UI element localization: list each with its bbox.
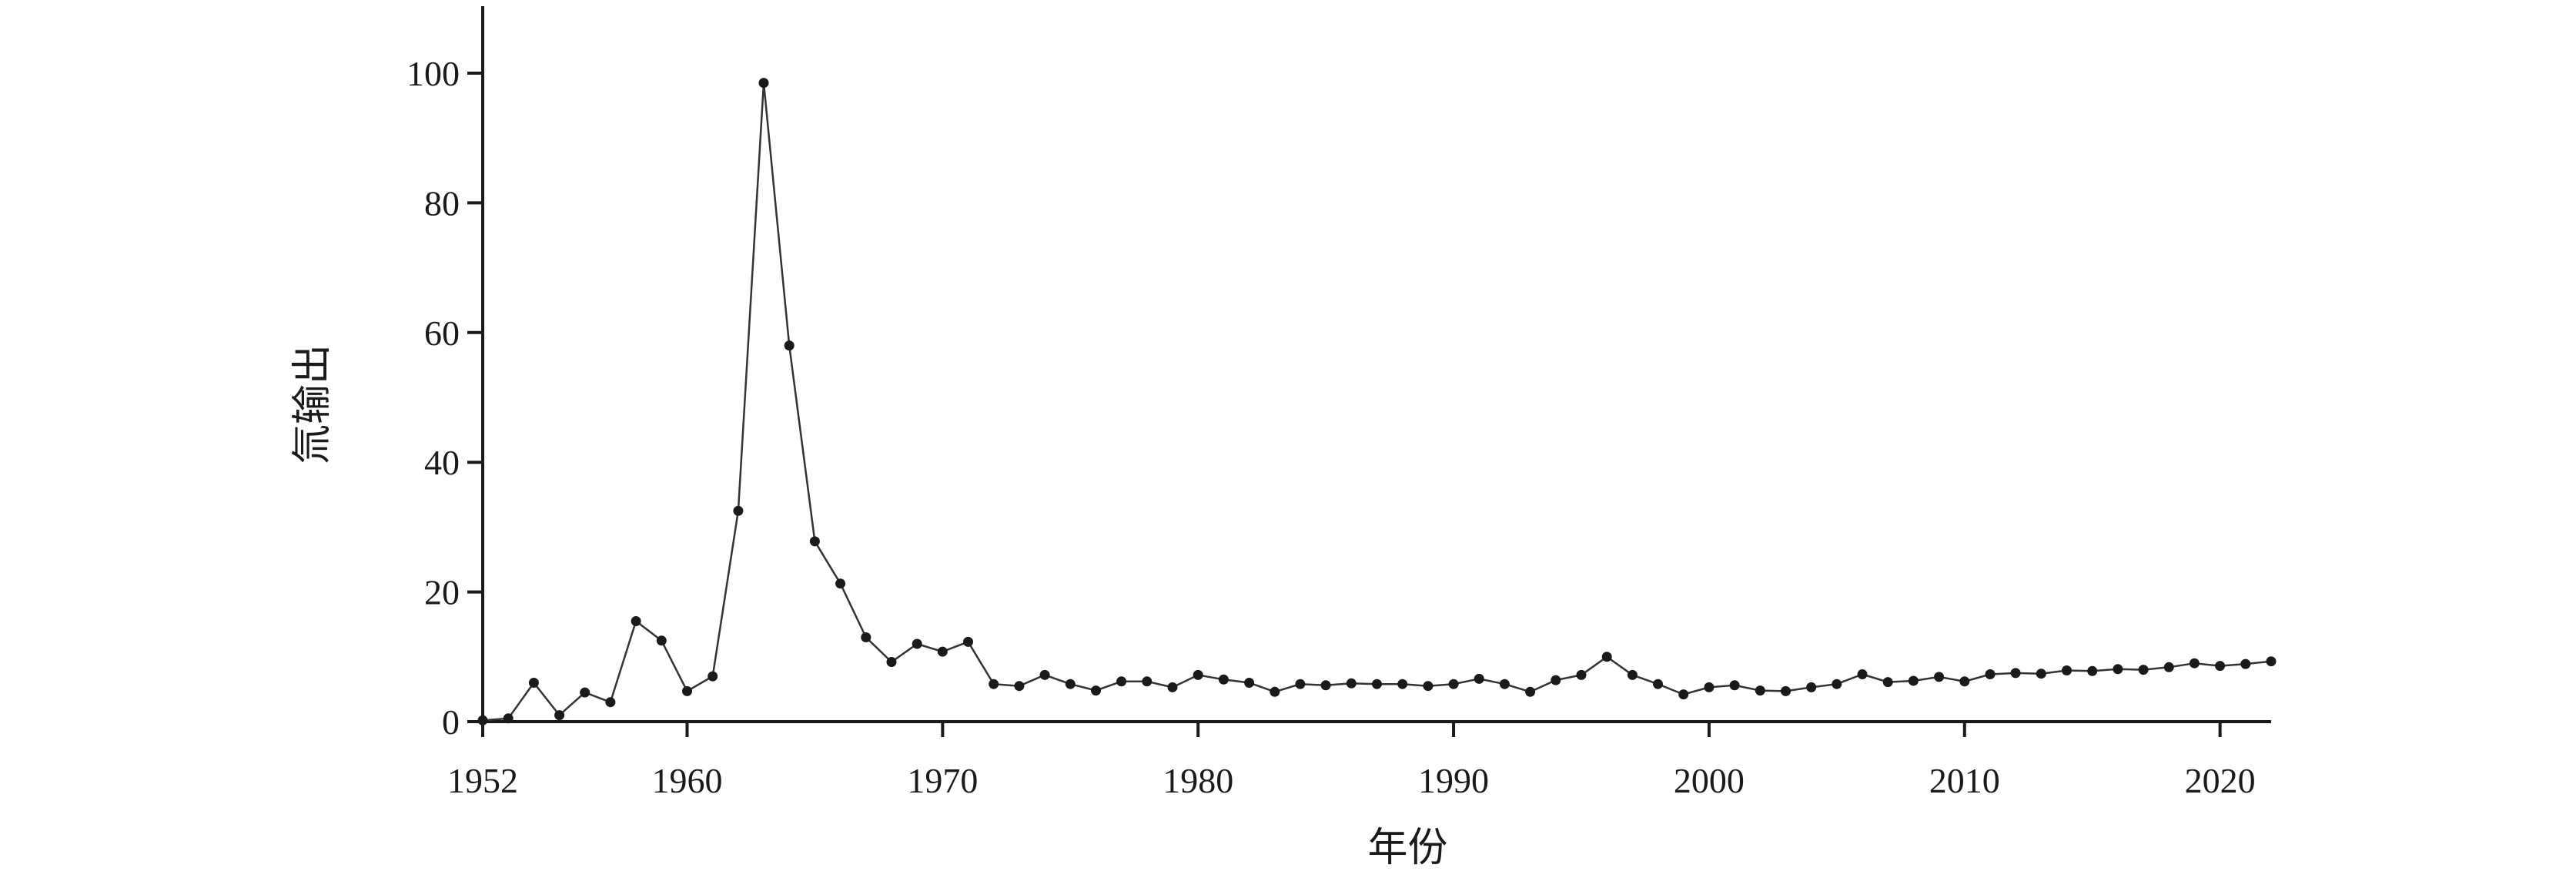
data-point	[1755, 685, 1765, 696]
data-point	[2266, 656, 2277, 667]
data-point	[861, 632, 871, 642]
data-point	[1116, 676, 1127, 687]
data-point	[2163, 662, 2174, 672]
data-point	[1525, 686, 1536, 697]
data-point	[809, 536, 820, 547]
data-point	[1704, 682, 1715, 692]
data-point	[1423, 681, 1434, 692]
data-point	[1857, 669, 1868, 679]
x-tick-label: 1970	[907, 761, 978, 800]
x-tick-label: 2020	[2185, 761, 2256, 800]
data-point	[835, 578, 846, 589]
y-tick-label: 80	[424, 183, 460, 223]
data-point	[1244, 678, 1255, 688]
data-point	[2215, 661, 2226, 672]
data-point	[605, 697, 616, 708]
x-tick-label: 1952	[447, 761, 518, 800]
data-point	[1142, 676, 1153, 687]
data-point	[1372, 679, 1382, 689]
data-point	[2113, 664, 2123, 675]
data-point	[1959, 676, 1970, 687]
data-point	[1448, 679, 1459, 689]
data-point	[528, 678, 539, 688]
y-tick-label: 100	[406, 54, 460, 93]
x-axis-title: 年份	[1367, 825, 1447, 871]
data-point	[912, 638, 922, 649]
y-tick-label: 40	[424, 443, 460, 482]
x-tick-label: 1980	[1163, 761, 1233, 800]
data-point	[2189, 658, 2200, 669]
data-point	[1065, 679, 1076, 689]
data-point	[1551, 675, 1561, 685]
x-tick-label: 1990	[1418, 761, 1489, 800]
data-point	[1218, 674, 1229, 685]
series-layer	[477, 78, 2277, 726]
data-point	[1091, 685, 1101, 696]
data-point	[631, 616, 641, 626]
data-point	[1806, 682, 1817, 692]
data-point	[580, 687, 590, 698]
data-point	[1270, 686, 1280, 697]
data-point	[733, 505, 744, 516]
y-ticks: 0 20 40 60 80 100	[406, 54, 483, 742]
data-point	[963, 636, 973, 647]
data-point	[2240, 658, 2251, 669]
data-point	[1474, 673, 1484, 684]
y-axis-title: 氚输出	[289, 344, 336, 464]
data-point	[1832, 679, 1842, 689]
data-point	[1014, 681, 1025, 692]
data-point	[937, 646, 948, 657]
x-tick-label: 2010	[1929, 761, 2000, 800]
data-point	[1934, 672, 1945, 682]
y-tick-label: 0	[442, 702, 460, 742]
data-point	[656, 635, 667, 646]
data-point	[1499, 679, 1510, 689]
data-point	[2138, 665, 2149, 675]
data-point	[2036, 669, 2046, 679]
data-point	[1167, 682, 1178, 692]
data-point	[1678, 689, 1689, 700]
data-point	[1397, 679, 1408, 689]
data-point	[1039, 669, 1050, 680]
data-point	[503, 713, 514, 724]
data-point	[477, 715, 488, 726]
data-point	[2062, 665, 2072, 675]
data-point	[1193, 669, 1203, 680]
data-point	[784, 340, 795, 351]
data-point	[1627, 669, 1638, 680]
data-point	[1576, 669, 1587, 680]
data-point	[1908, 675, 1919, 686]
data-point	[682, 685, 692, 696]
data-point	[554, 710, 565, 721]
data-point	[1882, 677, 1893, 688]
data-point	[886, 657, 897, 667]
y-tick-label: 20	[424, 573, 460, 612]
series-line	[482, 82, 2272, 722]
x-tick-label: 2000	[1674, 761, 1745, 800]
axes	[481, 6, 2271, 723]
data-point	[708, 671, 718, 682]
y-tick-label: 60	[424, 313, 460, 353]
data-point	[1985, 669, 1996, 679]
x-tick-label: 1960	[651, 761, 722, 800]
data-point	[2087, 665, 2098, 676]
data-point	[1346, 678, 1357, 689]
data-point	[2010, 668, 2021, 679]
data-point	[1601, 652, 1612, 662]
data-point	[1320, 680, 1331, 691]
x-ticks: 1952 1960 1970 1980 1990 2000 2010 2020	[447, 722, 2256, 800]
data-point	[989, 679, 999, 689]
data-point	[1295, 679, 1306, 689]
data-point	[758, 78, 769, 89]
data-point	[1781, 685, 1791, 696]
data-point	[1729, 680, 1740, 691]
data-point	[1653, 679, 1663, 689]
